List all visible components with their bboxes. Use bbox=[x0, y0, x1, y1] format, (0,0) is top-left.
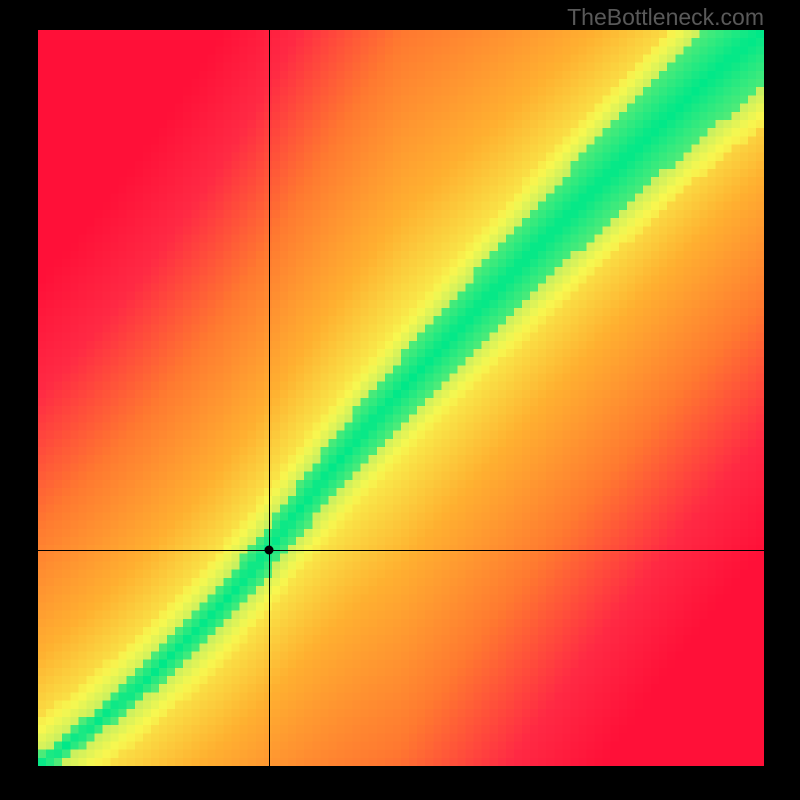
plot-area bbox=[38, 30, 764, 766]
chart-container: TheBottleneck.com bbox=[0, 0, 800, 800]
watermark-text: TheBottleneck.com bbox=[567, 4, 764, 31]
heatmap-canvas bbox=[38, 30, 764, 766]
marker-dot bbox=[264, 545, 273, 554]
crosshair-horizontal bbox=[38, 550, 764, 551]
crosshair-vertical bbox=[269, 30, 270, 766]
